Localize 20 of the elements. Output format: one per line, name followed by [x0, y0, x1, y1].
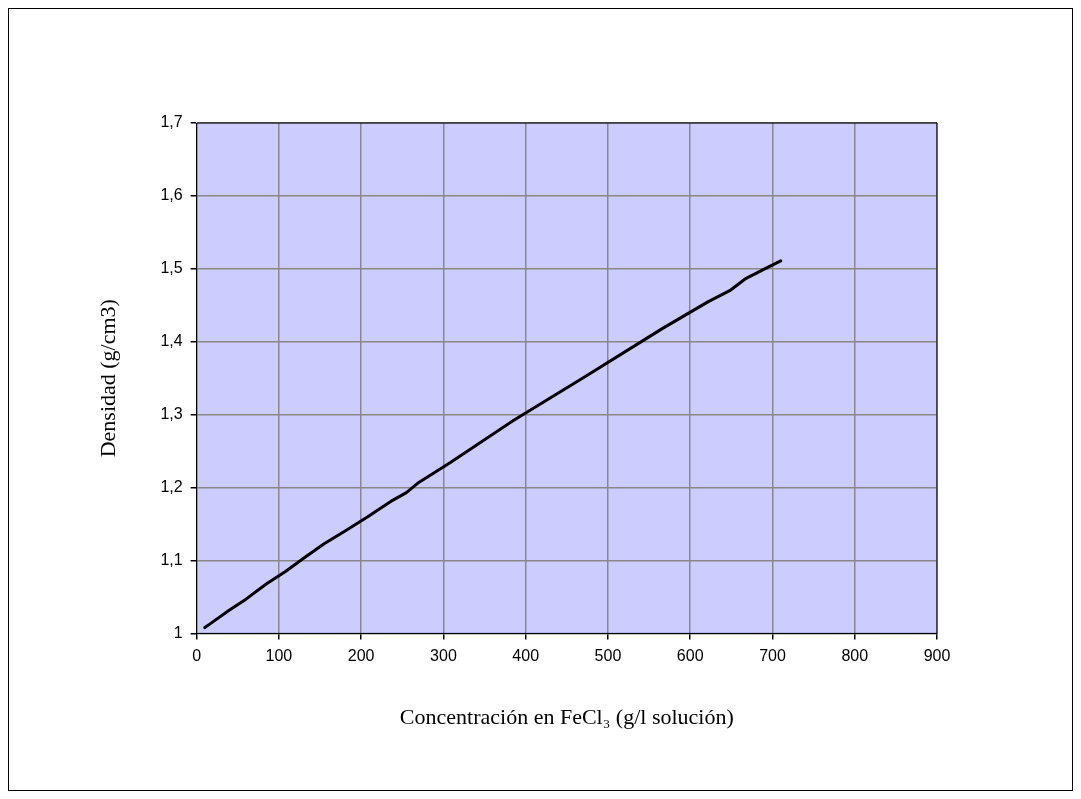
- x-axis-title: Concentración en FeCl₃ (g/l solución): [399, 703, 734, 729]
- y-tick-label: 1,5: [160, 259, 183, 277]
- y-tick-label: 1: [173, 623, 183, 641]
- x-tick-label: 300: [430, 647, 457, 665]
- x-tick-label: 600: [676, 647, 704, 665]
- x-tick-label: 900: [923, 647, 951, 665]
- x-tick-label: 100: [265, 647, 293, 665]
- x-tick-label: 400: [512, 647, 540, 665]
- y-tick-label: 1,3: [160, 405, 183, 423]
- y-axis-title: Densidad (g/cm3): [94, 299, 120, 458]
- y-tick-label: 1,6: [160, 186, 183, 204]
- y-tick-label: 1,4: [160, 332, 183, 350]
- x-tick-label: 200: [347, 647, 375, 665]
- x-tick-label: 500: [594, 647, 622, 665]
- x-tick-label: 800: [841, 647, 869, 665]
- x-tick-label: 0: [192, 647, 202, 665]
- y-tick-label: 1,2: [160, 477, 183, 495]
- y-tick-label: 1,1: [160, 550, 183, 568]
- x-tick-label: 700: [759, 647, 786, 665]
- y-tick-label: 1,7: [160, 113, 183, 131]
